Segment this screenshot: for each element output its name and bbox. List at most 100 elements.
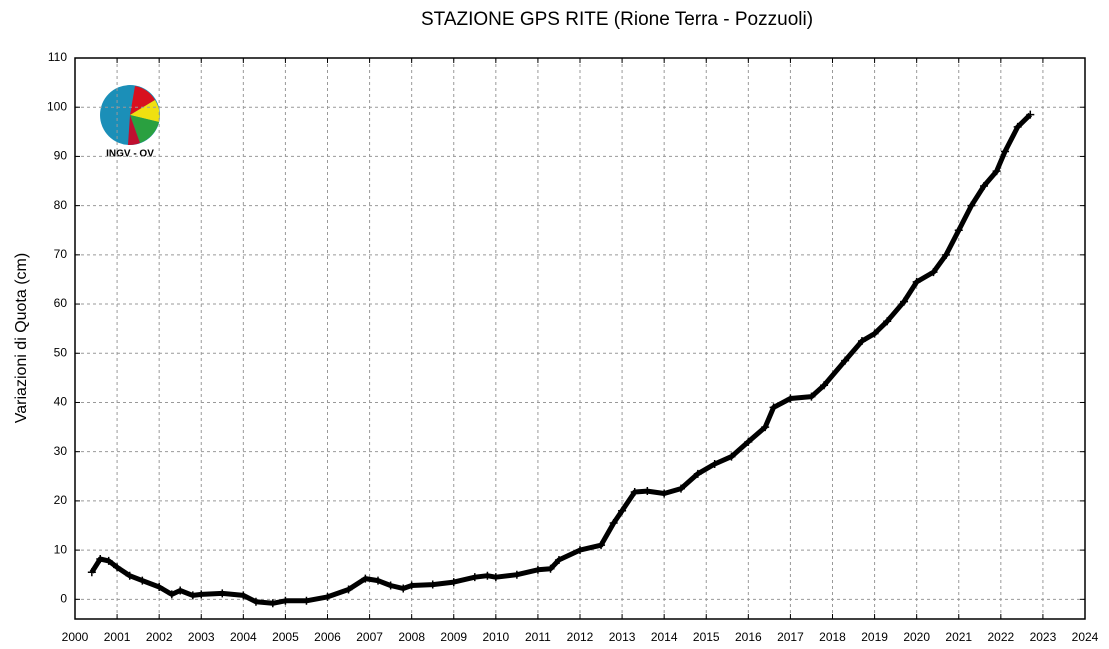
- y-tick-label: 110: [48, 50, 67, 64]
- data-point: [744, 437, 753, 446]
- x-tick-label: 2014: [651, 630, 678, 644]
- data-point: [386, 581, 395, 590]
- data-point: [660, 489, 669, 498]
- logo: INGV - OV: [100, 85, 160, 160]
- data-point: [546, 564, 555, 573]
- logo-segment: [130, 100, 160, 122]
- data-point: [870, 329, 879, 338]
- x-tick-label: 2016: [735, 630, 762, 644]
- data-point: [176, 586, 185, 595]
- data-point: [630, 488, 639, 497]
- data-point: [912, 277, 921, 286]
- data-point: [1026, 110, 1035, 119]
- logo-text: INGV - OV: [106, 149, 154, 160]
- data-point: [576, 546, 584, 555]
- data-point: [929, 268, 938, 277]
- y-tick-label: 0: [60, 591, 67, 605]
- logo-segment: [128, 115, 140, 146]
- data-point: [344, 585, 353, 594]
- data-point: [374, 576, 382, 585]
- data-point: [857, 336, 866, 345]
- chart-title: STAZIONE GPS RITE (Rione Terra - Pozzuol…: [421, 9, 813, 30]
- plot-frame: [74, 57, 1086, 620]
- y-tick-label: 70: [54, 247, 68, 261]
- y-tick-label: 50: [54, 345, 68, 359]
- data-point: [710, 459, 719, 468]
- data-point: [883, 317, 892, 326]
- x-tick-label: 2003: [188, 630, 215, 644]
- data-point: [967, 201, 976, 210]
- data-point: [113, 563, 122, 572]
- x-tick-label: 2006: [314, 630, 341, 644]
- data-point: [96, 554, 105, 563]
- data-point: [155, 583, 164, 592]
- data-point: [761, 423, 770, 432]
- y-axis-label: Variazioni di Quota (cm): [13, 253, 30, 423]
- data-point: [281, 596, 290, 605]
- data-point: [399, 584, 408, 593]
- data-point: [807, 392, 816, 401]
- y-tick-label: 60: [54, 296, 68, 310]
- data-point: [533, 565, 542, 574]
- data-line: [89, 112, 1033, 606]
- y-tick-label: 100: [47, 99, 67, 113]
- data-point: [138, 576, 147, 585]
- data-point: [251, 597, 260, 606]
- x-tick-label: 2004: [230, 630, 257, 644]
- y-tick-label: 10: [54, 542, 68, 556]
- data-point: [554, 555, 563, 564]
- x-tick-label: 2000: [62, 630, 89, 644]
- x-tick-label: 2013: [609, 630, 636, 644]
- x-tick-label: 2022: [987, 630, 1014, 644]
- data-point: [167, 590, 176, 599]
- y-tick-label: 40: [54, 395, 68, 409]
- x-tick-label: 2018: [819, 630, 846, 644]
- data-point: [483, 571, 492, 580]
- data-point: [597, 541, 606, 550]
- x-tick-label: 2020: [903, 630, 930, 644]
- data-point: [407, 581, 416, 590]
- y-tick-label: 20: [54, 493, 68, 507]
- data-point: [87, 568, 96, 577]
- data-point: [302, 596, 311, 605]
- x-tick-label: 2017: [777, 630, 804, 644]
- data-point: [361, 574, 370, 583]
- data-point: [268, 599, 277, 608]
- data-point: [900, 297, 909, 306]
- x-tick-label: 2019: [861, 630, 888, 644]
- y-tick-label: 90: [54, 149, 68, 163]
- data-point: [197, 590, 206, 599]
- x-tick-label: 2008: [398, 630, 425, 644]
- data-point: [104, 556, 113, 565]
- x-tick-label: 2005: [272, 630, 299, 644]
- data-point: [609, 519, 618, 528]
- x-tick-label: 2011: [525, 630, 551, 644]
- data-point: [980, 181, 988, 190]
- data-point: [428, 580, 437, 589]
- x-tick-label: 2002: [146, 630, 173, 644]
- x-tick-label: 2021: [945, 630, 972, 644]
- data-point: [1013, 122, 1022, 131]
- x-tick-label: 2007: [356, 630, 383, 644]
- x-tick-label: 2001: [104, 630, 131, 644]
- data-point: [125, 571, 134, 580]
- data-point: [1001, 147, 1010, 156]
- data-point: [992, 167, 1001, 176]
- data-point: [942, 250, 951, 259]
- data-point: [820, 381, 829, 390]
- data-point: [786, 394, 795, 403]
- x-tick-label: 2010: [482, 630, 509, 644]
- data-point: [218, 589, 227, 598]
- data-point: [769, 403, 778, 412]
- x-tick-label: 2024: [1072, 630, 1099, 644]
- logo-segment: [130, 86, 155, 115]
- data-point: [677, 484, 685, 493]
- data-point: [239, 591, 248, 600]
- data-point: [188, 591, 197, 600]
- x-tick-label: 2012: [567, 630, 594, 644]
- data-point: [643, 487, 652, 496]
- x-tick-label: 2023: [1030, 630, 1057, 644]
- y-tick-label: 80: [54, 198, 68, 212]
- data-point: [954, 226, 963, 235]
